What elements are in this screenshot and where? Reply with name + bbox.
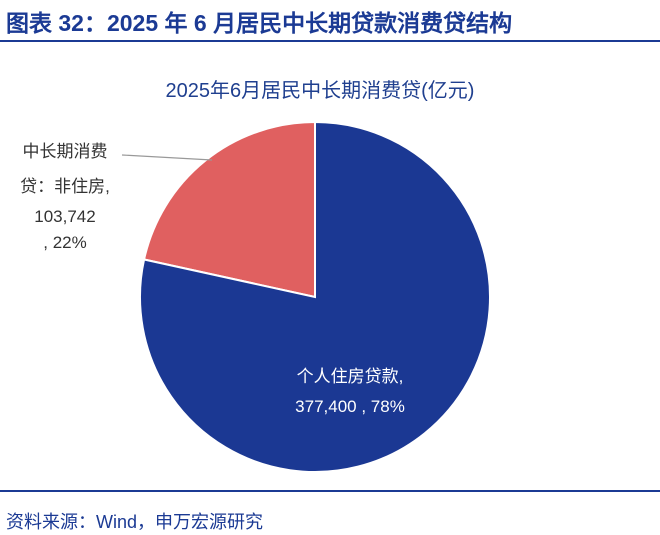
pie-slice — [139, 120, 491, 473]
figure-title: 图表 32：2025 年 6 月居民中长期贷款消费贷结构 — [6, 10, 513, 36]
label-category: 中长期消费贷：非住房, — [20, 142, 110, 196]
label-value: 103,742 , 22% — [34, 207, 96, 252]
chart-title: 2025年6月居民中长期消费贷(亿元) — [165, 80, 475, 102]
source-note: 资料来源：Wind，申万宏源研究 — [6, 512, 264, 532]
label-category: 个人住房贷款, — [296, 367, 404, 386]
label-value: 377,400 , 78% — [295, 397, 405, 416]
footer-rule — [0, 490, 660, 492]
data-label: 中长期消费贷：非住房, 103,742 , 22% — [18, 134, 112, 256]
header-rule — [0, 40, 660, 42]
pie-slice — [142, 120, 316, 299]
data-label: 个人住房贷款, 377,400 , 78% — [270, 362, 430, 422]
leader-line — [121, 154, 213, 161]
